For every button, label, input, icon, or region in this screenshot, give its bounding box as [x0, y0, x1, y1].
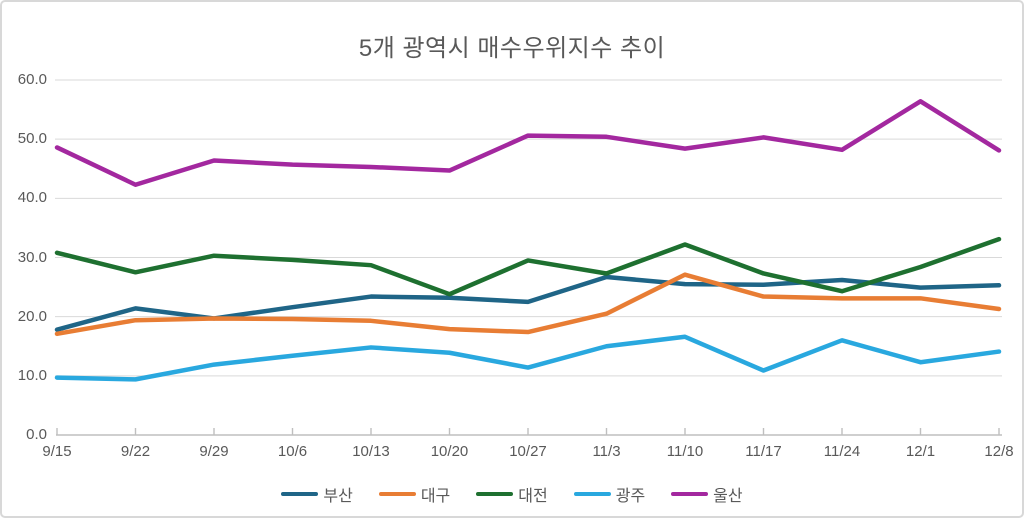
x-axis-tick-label: 10/27 [509, 443, 547, 460]
series-line-대구 [54, 272, 1002, 337]
y-axis-tick-label: 20.0 [17, 307, 47, 325]
y-axis-tick-label: 60.0 [17, 71, 47, 88]
x-axis-tick-label: 12/8 [984, 443, 1014, 460]
legend-line-swatch-icon [476, 492, 514, 496]
legend-item-대전: 대전 [476, 482, 548, 506]
legend-line-swatch-icon [378, 492, 416, 496]
legend-item-광주: 광주 [573, 482, 646, 506]
series-line-울산 [54, 99, 1002, 187]
chart-title: 5개 광역시 매수우위지수 추이 [358, 35, 666, 62]
x-axis-tick-label: 11/3 [592, 443, 621, 460]
legend-label: 부산 [323, 488, 353, 505]
x-axis-tick-label: 9/29 [199, 443, 229, 460]
y-axis-tick-label: 40.0 [17, 189, 47, 207]
legend-label: 대구 [420, 488, 451, 505]
legend-item-울산: 울산 [671, 482, 743, 506]
x-axis-tick-label: 11/17 [745, 443, 782, 460]
legend-line-swatch-icon [281, 492, 319, 496]
series-line-대전 [54, 236, 1002, 297]
y-axis-tick-label: 50.0 [17, 130, 47, 148]
series-line-광주 [54, 334, 1002, 382]
y-axis-tick-label: 10.0 [17, 366, 47, 384]
legend-label: 울산 [713, 488, 743, 505]
legend-line-swatch-icon [573, 492, 611, 496]
chart-legend: 부산 대구 대전 광주 울산 [2, 482, 1022, 506]
x-axis-tick-label: 10/6 [277, 443, 308, 460]
x-axis-tick-label: 9/22 [120, 443, 151, 460]
x-axis-tick-label: 12/1 [905, 443, 936, 460]
legend-label: 대전 [518, 488, 548, 505]
legend-item-부산: 부산 [281, 482, 353, 506]
x-axis-tick-label: 11/24 [823, 443, 861, 460]
x-axis-tick-label: 10/13 [352, 443, 390, 460]
legend-item-대구: 대구 [378, 482, 451, 506]
legend-label: 광주 [615, 488, 646, 505]
x-axis-tick-label: 10/20 [430, 443, 469, 460]
y-axis-tick-label: 0.0 [26, 426, 47, 443]
y-axis-tick-label: 30.0 [17, 248, 47, 266]
x-axis-tick-label: 9/15 [42, 443, 72, 460]
legend-line-swatch-icon [671, 492, 709, 496]
x-axis-tick-label: 11/10 [666, 443, 704, 460]
